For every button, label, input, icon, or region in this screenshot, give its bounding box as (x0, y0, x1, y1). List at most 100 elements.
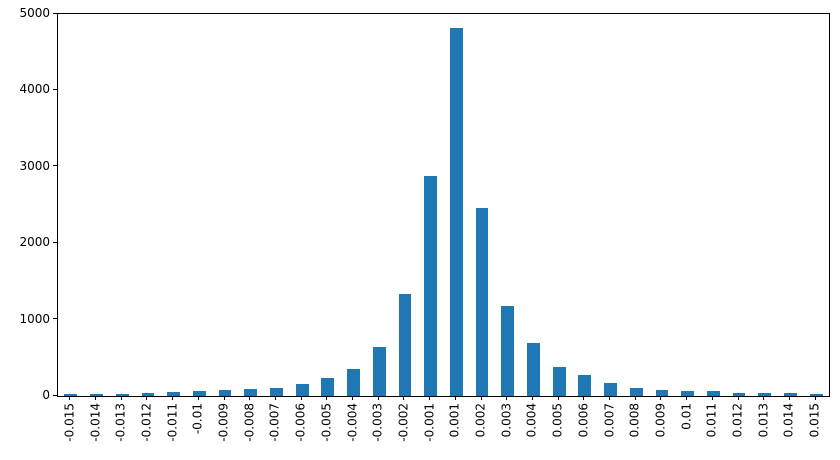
bar (732, 393, 746, 396)
bar (321, 377, 335, 396)
x-tick-label: 0.007 (602, 403, 617, 438)
y-tick (53, 318, 57, 320)
y-tick (53, 12, 57, 14)
x-tick (326, 396, 328, 400)
bar (244, 389, 258, 396)
x-tick (352, 396, 354, 400)
x-tick-label: 0.004 (524, 403, 539, 438)
x-tick (814, 396, 816, 400)
bar (115, 394, 129, 396)
bar (809, 394, 823, 396)
x-tick (377, 396, 379, 400)
x-tick-label: 0.003 (499, 403, 514, 438)
x-tick-label: 0.012 (730, 403, 745, 438)
bar (552, 367, 566, 396)
x-tick (403, 396, 405, 400)
x-tick-label: 0.008 (627, 403, 642, 438)
bar (424, 175, 438, 396)
y-tick-label: 4000 (19, 82, 50, 97)
x-tick-label: -0.004 (345, 403, 360, 442)
bar (629, 387, 643, 396)
x-tick (557, 396, 559, 400)
x-tick-label: -0.014 (88, 403, 103, 442)
x-tick-label: -0.001 (422, 403, 437, 442)
x-tick (480, 396, 482, 400)
x-tick (274, 396, 276, 400)
x-tick (609, 396, 611, 400)
x-tick-label: -0.002 (396, 403, 411, 442)
bar (141, 392, 155, 396)
y-tick (53, 165, 57, 167)
x-tick-label: 0.01 (679, 403, 694, 430)
x-tick-label: -0.01 (190, 403, 205, 435)
x-tick (249, 396, 251, 400)
y-tick (53, 241, 57, 243)
x-tick-label: 0.002 (473, 403, 488, 438)
x-tick (583, 396, 585, 400)
bar (398, 293, 412, 396)
bar (295, 383, 309, 396)
x-tick (737, 396, 739, 400)
x-tick (788, 396, 790, 400)
x-tick (763, 396, 765, 400)
x-tick-label: 0.005 (550, 403, 565, 438)
x-tick (146, 396, 148, 400)
x-tick (634, 396, 636, 400)
bar (167, 392, 181, 396)
bar (527, 343, 540, 396)
x-tick (223, 396, 225, 400)
x-tick-label: -0.011 (165, 403, 180, 442)
x-tick-label: 0.011 (704, 403, 719, 438)
x-tick-label: 0.014 (781, 403, 796, 438)
x-tick (300, 396, 302, 400)
bar (90, 394, 103, 396)
bar (449, 27, 463, 396)
x-tick-label: -0.008 (242, 403, 257, 442)
x-tick (711, 396, 713, 400)
x-tick-label: 0.009 (653, 403, 668, 438)
bar (218, 389, 232, 396)
x-tick (686, 396, 688, 400)
x-tick (120, 396, 122, 400)
bar (192, 391, 206, 396)
y-tick-label: 5000 (19, 6, 50, 20)
bar (347, 369, 360, 396)
y-tick-label: 3000 (19, 158, 50, 173)
y-tick (53, 88, 57, 90)
x-tick-label: 0.013 (756, 403, 771, 438)
x-tick-label: -0.005 (319, 403, 334, 442)
x-tick-label: -0.013 (113, 403, 128, 442)
y-tick-label: 0 (42, 388, 50, 402)
y-tick-label: 2000 (19, 235, 50, 250)
bar (372, 346, 386, 396)
x-tick-label: 0.001 (447, 403, 462, 438)
y-tick-label: 1000 (19, 311, 50, 326)
x-tick (506, 396, 508, 400)
x-tick-label: -0.012 (139, 403, 154, 442)
bar (655, 389, 669, 396)
x-tick (660, 396, 662, 400)
plot-area (57, 13, 830, 397)
bar (784, 392, 797, 396)
bar (475, 208, 489, 396)
bar (578, 375, 592, 396)
x-tick (429, 396, 431, 400)
y-tick (53, 394, 57, 396)
x-tick-label: -0.003 (370, 403, 385, 442)
bar (270, 387, 283, 396)
x-tick (95, 396, 97, 400)
x-tick-label: 0.015 (807, 403, 822, 438)
bar (681, 390, 695, 396)
x-tick-label: -0.006 (293, 403, 308, 442)
bar (758, 392, 772, 396)
x-tick (172, 396, 174, 400)
bar (64, 394, 78, 396)
x-tick-label: -0.007 (267, 403, 282, 442)
x-tick (454, 396, 456, 400)
x-tick-label: -0.009 (216, 403, 231, 442)
x-tick (69, 396, 71, 400)
bar (604, 382, 617, 396)
bar (501, 305, 515, 396)
x-tick-label: 0.006 (576, 403, 591, 438)
